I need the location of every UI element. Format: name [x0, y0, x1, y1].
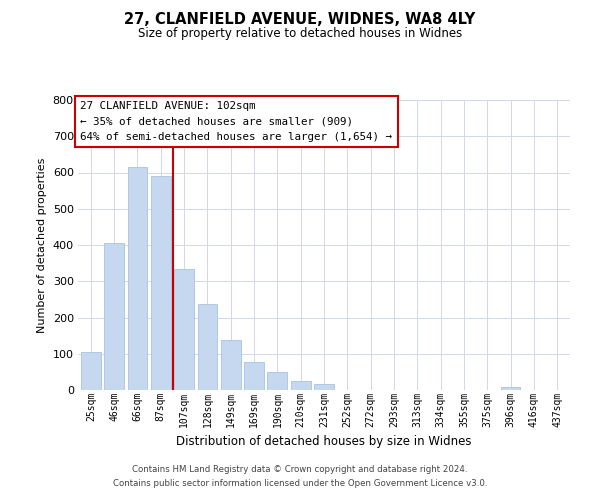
Bar [197, 304, 217, 390]
Bar [500, 387, 520, 390]
Bar [128, 167, 148, 390]
Bar [244, 362, 264, 390]
Bar [104, 243, 124, 390]
Bar [314, 384, 334, 390]
Text: 27, CLANFIELD AVENUE, WIDNES, WA8 4LY: 27, CLANFIELD AVENUE, WIDNES, WA8 4LY [124, 12, 476, 28]
Text: Contains HM Land Registry data © Crown copyright and database right 2024.
Contai: Contains HM Land Registry data © Crown c… [113, 466, 487, 487]
Bar [291, 380, 311, 390]
Bar [174, 268, 194, 390]
Text: 27 CLANFIELD AVENUE: 102sqm
← 35% of detached houses are smaller (909)
64% of se: 27 CLANFIELD AVENUE: 102sqm ← 35% of det… [80, 102, 392, 142]
Y-axis label: Number of detached properties: Number of detached properties [37, 158, 47, 332]
Bar [151, 176, 170, 390]
X-axis label: Distribution of detached houses by size in Widnes: Distribution of detached houses by size … [176, 435, 472, 448]
Text: Size of property relative to detached houses in Widnes: Size of property relative to detached ho… [138, 28, 462, 40]
Bar [81, 352, 101, 390]
Bar [221, 340, 241, 390]
Bar [268, 372, 287, 390]
